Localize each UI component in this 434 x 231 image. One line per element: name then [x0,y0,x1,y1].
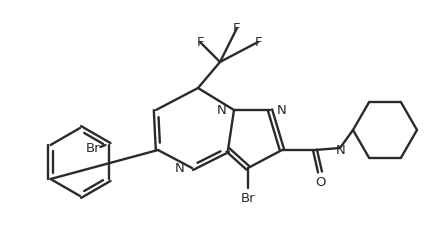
Text: N: N [277,103,287,116]
Text: N: N [216,104,226,118]
Text: N: N [175,162,185,176]
Text: F: F [254,36,262,49]
Text: N: N [336,143,346,156]
Text: Br: Br [86,143,101,155]
Text: F: F [196,36,204,49]
Text: O: O [315,176,325,188]
Text: Br: Br [241,192,255,206]
Text: F: F [233,21,241,34]
